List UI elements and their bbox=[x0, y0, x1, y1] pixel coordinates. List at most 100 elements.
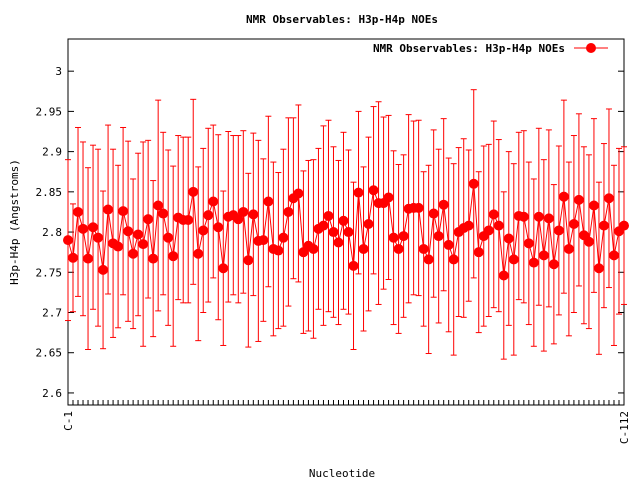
data-point bbox=[78, 223, 89, 234]
data-point bbox=[333, 237, 344, 248]
data-point bbox=[208, 196, 219, 207]
data-point bbox=[143, 214, 154, 225]
data-point bbox=[263, 196, 274, 207]
data-point bbox=[498, 270, 509, 281]
data-point bbox=[558, 191, 569, 202]
data-point bbox=[603, 193, 614, 204]
legend: NMR Observables: H3p-H4p NOEs bbox=[373, 42, 608, 55]
data-point bbox=[188, 186, 199, 197]
data-point bbox=[358, 243, 369, 254]
data-point bbox=[278, 232, 289, 243]
data-point bbox=[533, 211, 544, 222]
data-point bbox=[538, 250, 549, 261]
data-point bbox=[63, 235, 73, 246]
data-point bbox=[133, 229, 144, 240]
data-point bbox=[193, 248, 204, 259]
data-point bbox=[73, 206, 84, 217]
data-point bbox=[483, 225, 494, 236]
x-axis bbox=[67, 400, 625, 405]
data-point bbox=[523, 238, 534, 249]
y-axis-label: H3p-H4p (Angstroms) bbox=[8, 159, 21, 285]
data-point bbox=[213, 222, 224, 233]
data-point bbox=[433, 231, 444, 242]
data-point bbox=[283, 206, 294, 217]
data-point bbox=[203, 210, 214, 221]
data-point bbox=[98, 264, 109, 275]
legend-marker bbox=[586, 43, 596, 53]
data-point bbox=[518, 211, 529, 222]
data-point bbox=[248, 209, 259, 220]
data-point bbox=[158, 208, 169, 219]
y-tick-label: 2.8 bbox=[42, 226, 62, 239]
data-point bbox=[508, 254, 519, 265]
data-point bbox=[548, 259, 559, 270]
data-point bbox=[308, 243, 319, 254]
data-point bbox=[363, 219, 374, 230]
data-point bbox=[488, 209, 499, 220]
data-point bbox=[168, 251, 179, 262]
data-point bbox=[153, 200, 164, 211]
data-point bbox=[619, 220, 629, 231]
data-point bbox=[598, 220, 609, 231]
data-point bbox=[338, 215, 349, 226]
data-point bbox=[368, 185, 379, 196]
data-point bbox=[318, 220, 329, 231]
data-point bbox=[183, 214, 194, 225]
data-point bbox=[468, 178, 479, 189]
data-point bbox=[438, 199, 449, 210]
x-tick-label: C-1 bbox=[62, 411, 75, 431]
data-point bbox=[428, 208, 439, 219]
data-point bbox=[353, 187, 364, 198]
data-point bbox=[383, 192, 394, 203]
data-point bbox=[113, 241, 124, 252]
y-tick-label: 2.75 bbox=[36, 266, 63, 279]
data-point bbox=[198, 225, 209, 236]
data-point bbox=[473, 247, 484, 258]
y-tick-label: 2.65 bbox=[36, 347, 63, 360]
chart-title: NMR Observables: H3p-H4p NOEs bbox=[246, 13, 438, 26]
x-tick-labels: C-1 C-112 bbox=[62, 411, 631, 444]
data-points bbox=[63, 178, 629, 281]
data-point bbox=[448, 254, 459, 265]
data-point bbox=[328, 227, 339, 238]
y-tick-label: 2.9 bbox=[42, 146, 62, 159]
data-point bbox=[348, 260, 359, 271]
y-tick-label: 2.6 bbox=[42, 387, 62, 400]
data-point bbox=[343, 227, 354, 238]
data-point bbox=[323, 210, 334, 221]
data-point bbox=[163, 232, 174, 243]
data-point bbox=[118, 206, 129, 217]
y-tick-label: 2.7 bbox=[42, 306, 62, 319]
data-point bbox=[293, 188, 304, 199]
data-point bbox=[423, 254, 434, 265]
data-point bbox=[588, 200, 599, 211]
data-point bbox=[148, 253, 159, 264]
y-axis: 2.6 2.65 2.7 2.75 2.8 2.85 2.9 2.95 3 bbox=[36, 65, 624, 400]
data-point bbox=[493, 220, 504, 231]
data-point bbox=[553, 225, 564, 236]
data-point bbox=[463, 220, 474, 231]
x-tick-label: C-112 bbox=[618, 411, 631, 444]
y-tick-label: 2.95 bbox=[36, 105, 63, 118]
data-point bbox=[128, 248, 139, 259]
data-point bbox=[88, 222, 99, 233]
y-tick-label: 2.85 bbox=[36, 186, 63, 199]
legend-label: NMR Observables: H3p-H4p NOEs bbox=[373, 42, 565, 55]
data-point bbox=[568, 219, 579, 230]
data-point bbox=[398, 231, 409, 242]
data-point bbox=[573, 194, 584, 205]
data-point bbox=[93, 232, 104, 243]
data-point bbox=[218, 263, 229, 274]
data-point bbox=[138, 239, 149, 250]
data-point bbox=[68, 252, 79, 263]
data-point bbox=[103, 204, 114, 215]
data-point bbox=[543, 213, 554, 224]
data-point bbox=[608, 250, 619, 261]
data-point bbox=[243, 255, 254, 266]
data-point bbox=[418, 243, 429, 254]
data-point bbox=[503, 233, 514, 244]
data-point bbox=[413, 202, 424, 213]
data-point bbox=[83, 253, 94, 264]
data-point bbox=[123, 226, 134, 237]
